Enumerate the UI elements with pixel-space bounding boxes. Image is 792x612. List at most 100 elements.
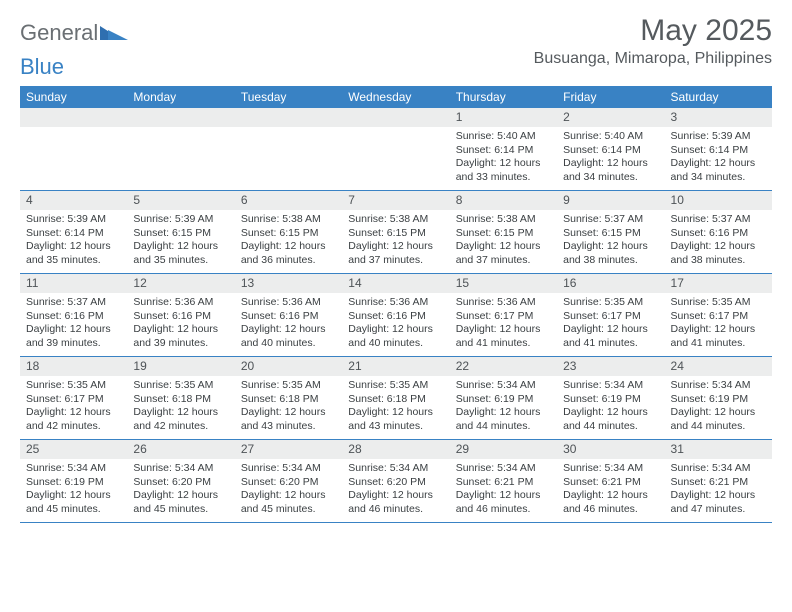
day-info: Sunrise: 5:36 AMSunset: 6:16 PMDaylight:… — [235, 293, 342, 350]
sunrise-text: Sunrise: 5:36 AM — [133, 296, 228, 310]
day-number: 7 — [342, 191, 449, 210]
day-number: 19 — [127, 357, 234, 376]
daylight-text: Daylight: 12 hours and 44 minutes. — [563, 406, 658, 433]
day-number: 10 — [665, 191, 772, 210]
day-cell: 18 Sunrise: 5:35 AMSunset: 6:17 PMDayligh… — [20, 357, 127, 439]
week-row: 1Sunrise: 5:40 AMSunset: 6:14 PMDaylight… — [20, 108, 772, 191]
day-number: 18 — [20, 357, 127, 376]
day-info: Sunrise: 5:36 AMSunset: 6:16 PMDaylight:… — [127, 293, 234, 350]
day-info: Sunrise: 5:34 AMSunset: 6:20 PMDaylight:… — [342, 459, 449, 516]
day-cell: 9Sunrise: 5:37 AMSunset: 6:15 PMDaylight… — [557, 191, 664, 273]
day-info: Sunrise: 5:35 AMSunset: 6:18 PMDaylight:… — [342, 376, 449, 433]
day-number: 23 — [557, 357, 664, 376]
day-cell: 2Sunrise: 5:40 AMSunset: 6:14 PMDaylight… — [557, 108, 664, 190]
sunrise-text: Sunrise: 5:34 AM — [456, 379, 551, 393]
day-number: 3 — [665, 108, 772, 127]
daylight-text: Daylight: 12 hours and 37 minutes. — [456, 240, 551, 267]
day-number: 6 — [235, 191, 342, 210]
day-cell: 10Sunrise: 5:37 AMSunset: 6:16 PMDayligh… — [665, 191, 772, 273]
day-number: 20 — [235, 357, 342, 376]
sunset-text: Sunset: 6:14 PM — [563, 144, 658, 158]
sunset-text: Sunset: 6:19 PM — [456, 393, 551, 407]
sunset-text: Sunset: 6:19 PM — [563, 393, 658, 407]
day-number: 5 — [127, 191, 234, 210]
daylight-text: Daylight: 12 hours and 33 minutes. — [456, 157, 551, 184]
day-number: 27 — [235, 440, 342, 459]
day-info: Sunrise: 5:38 AMSunset: 6:15 PMDaylight:… — [450, 210, 557, 267]
sunrise-text: Sunrise: 5:36 AM — [241, 296, 336, 310]
day-cell — [235, 108, 342, 190]
sunrise-text: Sunrise: 5:34 AM — [671, 379, 766, 393]
day-number: 29 — [450, 440, 557, 459]
day-info: Sunrise: 5:37 AMSunset: 6:16 PMDaylight:… — [665, 210, 772, 267]
daylight-text: Daylight: 12 hours and 39 minutes. — [133, 323, 228, 350]
sunrise-text: Sunrise: 5:38 AM — [456, 213, 551, 227]
day-number: 31 — [665, 440, 772, 459]
day-cell: 26Sunrise: 5:34 AMSunset: 6:20 PMDayligh… — [127, 440, 234, 522]
week-row: 4Sunrise: 5:39 AMSunset: 6:14 PMDaylight… — [20, 191, 772, 274]
day-number: 12 — [127, 274, 234, 293]
title-block: May 2025 Busuanga, Mimaropa, Philippines — [534, 14, 772, 68]
day-cell: 19Sunrise: 5:35 AMSunset: 6:18 PMDayligh… — [127, 357, 234, 439]
week-row: 11Sunrise: 5:37 AMSunset: 6:16 PMDayligh… — [20, 274, 772, 357]
daylight-text: Daylight: 12 hours and 42 minutes. — [133, 406, 228, 433]
sunrise-text: Sunrise: 5:34 AM — [133, 462, 228, 476]
sunrise-text: Sunrise: 5:34 AM — [456, 462, 551, 476]
day-number: 11 — [20, 274, 127, 293]
sunrise-text: Sunrise: 5:34 AM — [26, 462, 121, 476]
day-info: Sunrise: 5:34 AMSunset: 6:19 PMDaylight:… — [665, 376, 772, 433]
sunset-text: Sunset: 6:15 PM — [348, 227, 443, 241]
day-number: 14 — [342, 274, 449, 293]
daylight-text: Daylight: 12 hours and 46 minutes. — [456, 489, 551, 516]
day-cell: 4Sunrise: 5:39 AMSunset: 6:14 PMDaylight… — [20, 191, 127, 273]
daylight-text: Daylight: 12 hours and 34 minutes. — [563, 157, 658, 184]
sunrise-text: Sunrise: 5:34 AM — [563, 379, 658, 393]
sunrise-text: Sunrise: 5:35 AM — [26, 379, 121, 393]
sunrise-text: Sunrise: 5:34 AM — [671, 462, 766, 476]
sunrise-text: Sunrise: 5:34 AM — [348, 462, 443, 476]
day-info: Sunrise: 5:38 AMSunset: 6:15 PMDaylight:… — [235, 210, 342, 267]
day-cell: 13Sunrise: 5:36 AMSunset: 6:16 PMDayligh… — [235, 274, 342, 356]
day-info: Sunrise: 5:34 AMSunset: 6:21 PMDaylight:… — [665, 459, 772, 516]
week-row: 25Sunrise: 5:34 AMSunset: 6:19 PMDayligh… — [20, 440, 772, 523]
sunset-text: Sunset: 6:20 PM — [133, 476, 228, 490]
sunset-text: Sunset: 6:17 PM — [456, 310, 551, 324]
sunset-text: Sunset: 6:16 PM — [671, 227, 766, 241]
daylight-text: Daylight: 12 hours and 41 minutes. — [563, 323, 658, 350]
daylight-text: Daylight: 12 hours and 34 minutes. — [671, 157, 766, 184]
day-info: Sunrise: 5:39 AMSunset: 6:15 PMDaylight:… — [127, 210, 234, 267]
day-info: Sunrise: 5:36 AMSunset: 6:16 PMDaylight:… — [342, 293, 449, 350]
daylight-text: Daylight: 12 hours and 36 minutes. — [241, 240, 336, 267]
day-number: 24 — [665, 357, 772, 376]
sunrise-text: Sunrise: 5:40 AM — [563, 130, 658, 144]
daylight-text: Daylight: 12 hours and 42 minutes. — [26, 406, 121, 433]
day-info: Sunrise: 5:35 AMSunset: 6:17 PMDaylight:… — [557, 293, 664, 350]
day-cell: 12Sunrise: 5:36 AMSunset: 6:16 PMDayligh… — [127, 274, 234, 356]
sunset-text: Sunset: 6:15 PM — [241, 227, 336, 241]
daylight-text: Daylight: 12 hours and 41 minutes. — [671, 323, 766, 350]
day-info: Sunrise: 5:34 AMSunset: 6:19 PMDaylight:… — [20, 459, 127, 516]
sunset-text: Sunset: 6:18 PM — [348, 393, 443, 407]
day-cell: 1Sunrise: 5:40 AMSunset: 6:14 PMDaylight… — [450, 108, 557, 190]
day-info: Sunrise: 5:34 AMSunset: 6:20 PMDaylight:… — [235, 459, 342, 516]
day-info: Sunrise: 5:40 AMSunset: 6:14 PMDaylight:… — [450, 127, 557, 184]
daylight-text: Daylight: 12 hours and 45 minutes. — [26, 489, 121, 516]
daylight-text: Daylight: 12 hours and 46 minutes. — [348, 489, 443, 516]
daylight-text: Daylight: 12 hours and 39 minutes. — [26, 323, 121, 350]
sunset-text: Sunset: 6:16 PM — [348, 310, 443, 324]
day-cell: 8Sunrise: 5:38 AMSunset: 6:15 PMDaylight… — [450, 191, 557, 273]
sunset-text: Sunset: 6:17 PM — [563, 310, 658, 324]
day-cell: 21Sunrise: 5:35 AMSunset: 6:18 PMDayligh… — [342, 357, 449, 439]
day-cell: 5Sunrise: 5:39 AMSunset: 6:15 PMDaylight… — [127, 191, 234, 273]
day-cell: 11Sunrise: 5:37 AMSunset: 6:16 PMDayligh… — [20, 274, 127, 356]
day-cell: 27Sunrise: 5:34 AMSunset: 6:20 PMDayligh… — [235, 440, 342, 522]
logo: General — [20, 20, 128, 46]
daylight-text: Daylight: 12 hours and 35 minutes. — [26, 240, 121, 267]
daylight-text: Daylight: 12 hours and 40 minutes. — [348, 323, 443, 350]
sunset-text: Sunset: 6:14 PM — [671, 144, 766, 158]
sunset-text: Sunset: 6:17 PM — [26, 393, 121, 407]
day-cell: 3Sunrise: 5:39 AMSunset: 6:14 PMDaylight… — [665, 108, 772, 190]
day-header-sunday: Sunday — [20, 86, 127, 108]
day-cell: 17Sunrise: 5:35 AMSunset: 6:17 PMDayligh… — [665, 274, 772, 356]
day-cell — [127, 108, 234, 190]
